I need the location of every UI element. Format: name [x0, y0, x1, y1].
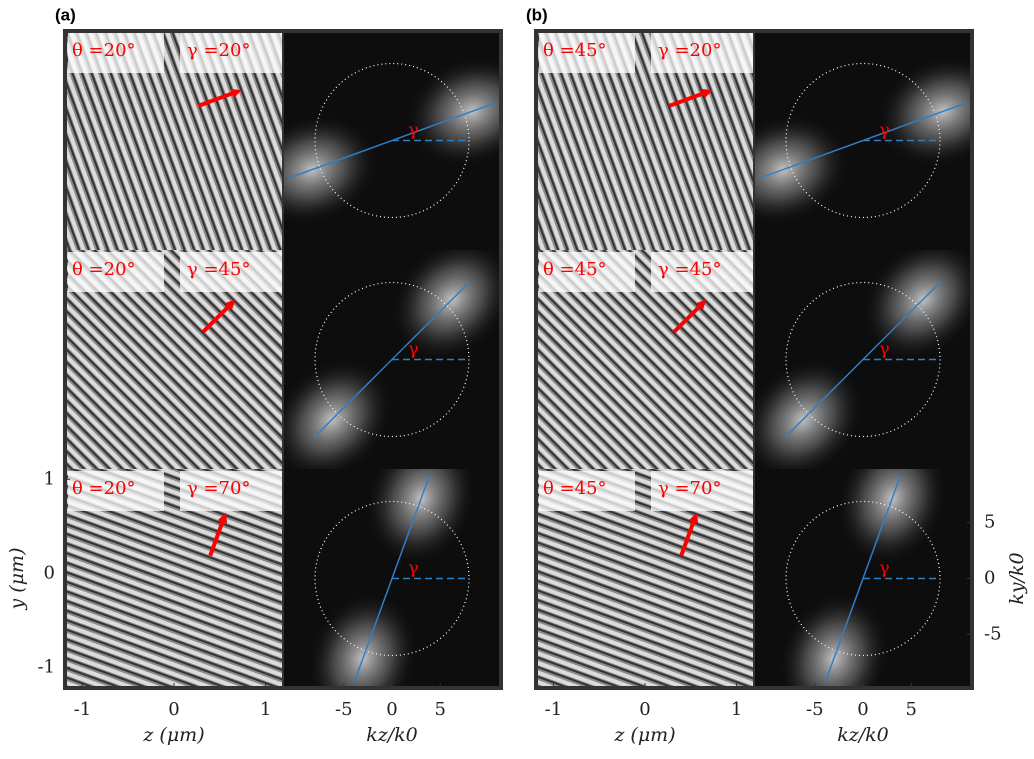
gamma-label: γ =20°: [658, 40, 721, 61]
y2-tick-label: -5: [984, 623, 1002, 644]
label-box: [651, 33, 754, 73]
theta-label: θ =20°: [72, 40, 136, 61]
panel-label: (a): [55, 5, 76, 24]
arrow-head: [695, 299, 707, 311]
gamma-symbol: γ: [408, 339, 419, 360]
gamma-symbol: γ: [879, 120, 890, 141]
direction-arrow: [208, 517, 226, 557]
y2-axis-label: ky/k0: [1006, 552, 1028, 604]
x-axis-label: z (μm): [142, 724, 204, 746]
label-box: [539, 252, 635, 292]
gamma-label: γ =70°: [187, 478, 250, 499]
y-axis-label: y (μm): [6, 548, 28, 611]
direction-arrow: [668, 90, 708, 108]
direction-arrow: [672, 302, 704, 334]
x-tick-label: -1: [74, 699, 92, 720]
y2-tick-label: 0: [984, 568, 995, 589]
gamma-symbol: γ: [408, 120, 419, 141]
label-box: [539, 471, 635, 511]
x-tick-label: 5: [906, 699, 917, 720]
y-tick-label: -1: [37, 656, 55, 677]
arrow-head: [224, 299, 236, 311]
x-tick-label: -5: [806, 699, 824, 720]
arrow-head: [230, 88, 242, 99]
x-tick-label: 0: [168, 699, 179, 720]
x-tick-label: 0: [857, 699, 868, 720]
direction-arrow: [679, 517, 697, 557]
label-box: [68, 471, 164, 511]
x-tick-label: 0: [386, 699, 397, 720]
direction-arrow: [201, 302, 233, 334]
fft-image: γ: [283, 250, 501, 469]
x-axis-label: kz/k0: [837, 724, 889, 746]
x-tick-label: 5: [435, 699, 446, 720]
direction-arrow: [197, 90, 237, 108]
x-tick-label: 0: [639, 699, 650, 720]
panel-label: (b): [526, 5, 548, 24]
gamma-label: γ =45°: [187, 259, 250, 280]
theta-label: θ =45°: [543, 259, 607, 280]
x-tick-label: 1: [731, 699, 742, 720]
theta-label: θ =20°: [72, 259, 136, 280]
theta-label: θ =45°: [543, 40, 607, 61]
fft-image: γ: [283, 469, 501, 688]
gamma-label: γ =20°: [187, 40, 250, 61]
ring: [314, 500, 470, 657]
ring: [314, 62, 470, 219]
fft-image: γ: [754, 469, 972, 688]
gamma-label: γ =70°: [658, 478, 721, 499]
label-box: [68, 252, 164, 292]
x-tick-label: -1: [545, 699, 563, 720]
gamma-symbol: γ: [408, 558, 419, 579]
fft-image: γ: [754, 31, 972, 250]
label-box: [68, 33, 164, 73]
y2-tick-label: 5: [984, 512, 995, 533]
y-tick-label: 1: [44, 468, 55, 489]
label-box: [180, 33, 283, 73]
x-axis-label: z (μm): [613, 724, 675, 746]
ring: [785, 281, 941, 438]
label-box: [539, 33, 635, 73]
label-box: [651, 252, 754, 292]
theta-label: θ =45°: [543, 478, 607, 499]
gamma-symbol: γ: [879, 339, 890, 360]
arrow-head: [217, 512, 228, 524]
arrow-head: [701, 88, 713, 99]
label-box: [180, 252, 283, 292]
ring: [785, 62, 941, 219]
theta-label: θ =20°: [72, 478, 136, 499]
gamma-label: γ =45°: [658, 259, 721, 280]
y-tick-label: 0: [44, 562, 55, 583]
fft-image: γ: [283, 31, 501, 250]
fft-image: γ: [754, 250, 972, 469]
x-tick-label: -5: [335, 699, 353, 720]
x-tick-label: 1: [260, 699, 271, 720]
gamma-symbol: γ: [879, 558, 890, 579]
arrow-head: [688, 512, 699, 524]
label-box: [651, 471, 754, 511]
label-box: [180, 471, 283, 511]
ring: [314, 281, 470, 438]
ring: [785, 500, 941, 657]
x-axis-label: kz/k0: [366, 724, 418, 746]
